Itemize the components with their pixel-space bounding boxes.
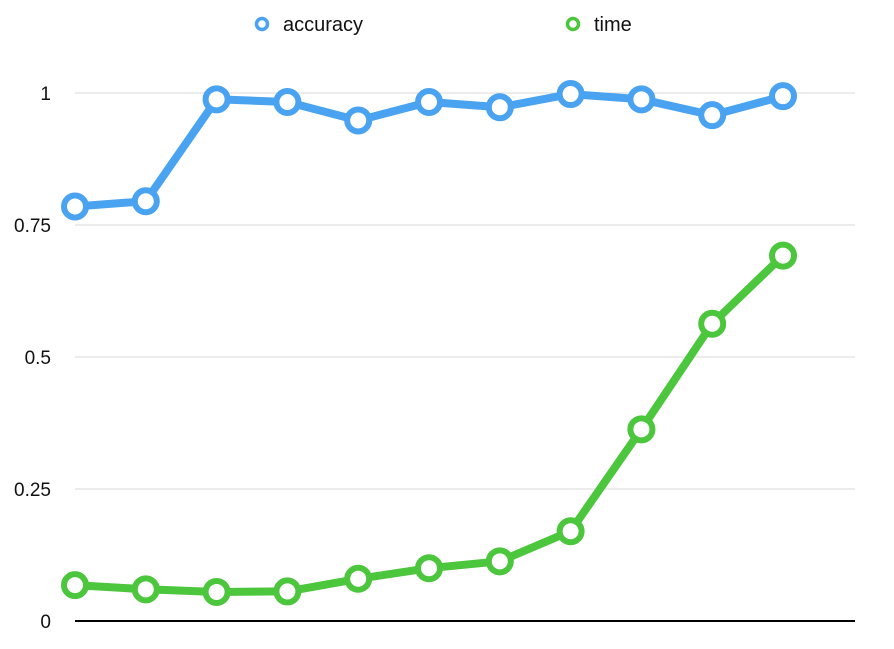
legend-item-accuracy: accuracy	[254, 14, 363, 36]
data-point-accuracy	[556, 80, 585, 109]
series-line-time	[71, 251, 787, 596]
y-tick-label: 0.25	[14, 480, 51, 501]
data-point-accuracy	[769, 82, 797, 111]
data-point-accuracy	[61, 192, 89, 221]
series-lines	[71, 90, 787, 596]
data-point-time	[131, 575, 160, 604]
legend-marker-icon	[254, 16, 270, 32]
data-point-accuracy	[415, 87, 443, 116]
y-tick-label: 0	[40, 612, 51, 633]
data-point-accuracy	[273, 87, 302, 116]
y-tick-label: 1	[40, 84, 51, 105]
data-point-accuracy	[698, 101, 727, 130]
data-point-time	[415, 554, 443, 583]
data-point-time	[627, 415, 656, 444]
legend-label: accuracy	[283, 14, 363, 36]
y-axis-tick-labels: 0 0.25 0.5 0.75 1	[14, 84, 51, 633]
data-point-time	[556, 517, 585, 546]
legend-label: time	[594, 14, 632, 36]
data-point-time	[273, 577, 302, 606]
y-tick-label: 0.5	[25, 348, 51, 369]
data-point-time	[344, 564, 373, 593]
data-point-time	[485, 547, 514, 576]
y-tick-label: 0.75	[14, 216, 51, 237]
data-point-accuracy	[485, 93, 514, 122]
legend-marker-icon	[565, 16, 581, 32]
legend-item-time: time	[565, 14, 632, 36]
data-point-accuracy	[202, 85, 231, 114]
data-point-accuracy	[627, 85, 656, 114]
data-point-time	[202, 577, 231, 606]
y-gridlines	[75, 92, 855, 622]
series-points	[61, 80, 797, 606]
legend: accuracy time	[254, 14, 632, 36]
data-point-accuracy	[344, 106, 373, 135]
data-point-time	[698, 309, 727, 338]
data-point-time	[769, 241, 797, 270]
data-point-accuracy	[131, 187, 160, 216]
data-point-time	[61, 571, 89, 600]
